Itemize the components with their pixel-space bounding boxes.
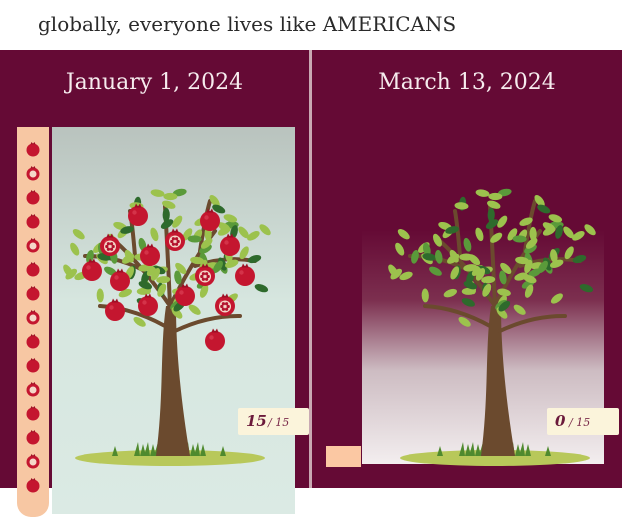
pomegranate-icon — [82, 258, 102, 281]
ground — [75, 450, 265, 466]
pomegranate-icon — [110, 268, 130, 291]
pomegranate-icon — [220, 233, 240, 256]
fruit-tube-right-empty — [326, 446, 361, 467]
pomegranate-icon — [26, 358, 40, 373]
pomegranate-icon — [26, 238, 40, 253]
pomegranate-icon — [26, 286, 40, 301]
panel-date-right: March 13, 2024 — [378, 70, 556, 95]
pomegranate-icon — [175, 283, 195, 306]
pomegranate-icon — [26, 142, 40, 157]
counter-current-left: 15 — [246, 412, 267, 430]
pomegranate-icon — [140, 243, 160, 266]
pomegranate-icon — [26, 430, 40, 445]
pomegranate-icon — [138, 293, 158, 316]
pomegranate-icon — [195, 263, 215, 286]
fruit-tube-left — [17, 127, 49, 517]
tree-with-fruit-icon — [63, 188, 271, 466]
pomegranate-icon — [26, 190, 40, 205]
panel-march: March 13, 2024 0 / 15 — [312, 50, 622, 488]
panel-january: January 1, 2024 15 / 15 — [0, 50, 309, 517]
pomegranate-icon — [200, 208, 220, 231]
pomegranate-icon — [26, 262, 40, 277]
fruit-counter-right: 0 / 15 — [547, 408, 619, 435]
counter-total-right: / 15 — [569, 416, 591, 429]
panel-date-left: January 1, 2024 — [65, 70, 244, 95]
tree-canopy — [388, 188, 596, 327]
pomegranate-icon — [26, 166, 40, 181]
pomegranate-icon — [100, 233, 120, 256]
counter-total-left: / 15 — [268, 416, 290, 429]
panel-divider — [309, 50, 312, 488]
bare-tree-icon — [388, 188, 596, 466]
page-header: globally, everyone lives like AMERICANS — [0, 0, 622, 50]
pomegranate-icon — [26, 334, 40, 349]
ground — [400, 450, 590, 466]
pomegranate-icon — [26, 406, 40, 421]
pomegranate-icon — [205, 328, 225, 351]
pomegranate-icon — [26, 382, 40, 397]
counter-current-right: 0 — [555, 412, 566, 430]
pomegranate-icon — [26, 454, 40, 469]
pomegranate-icon — [165, 228, 185, 251]
pomegranate-icon — [105, 298, 125, 321]
page-title: globally, everyone lives like AMERICANS — [38, 12, 457, 36]
pomegranate-icon — [128, 203, 148, 226]
pomegranate-icon — [215, 293, 235, 316]
pomegranate-icon — [26, 214, 40, 229]
pomegranate-icon — [26, 310, 40, 325]
fruit-counter-left: 15 / 15 — [238, 408, 309, 435]
pomegranate-icon — [235, 263, 255, 286]
